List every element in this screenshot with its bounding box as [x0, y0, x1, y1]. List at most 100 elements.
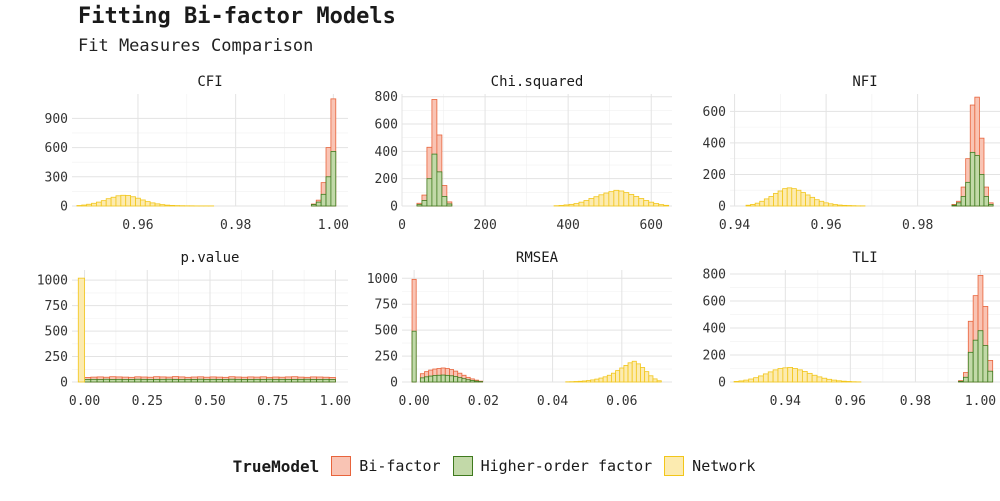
x-tick-label: 200 [473, 218, 496, 233]
bar-tli-higher-order-factor [963, 376, 969, 383]
bar-tli-network [748, 378, 754, 383]
bar-cfi-network [154, 203, 161, 207]
bar-nfi-higher-order-factor [951, 204, 957, 207]
bar-p-value-higher-order-factor [197, 378, 205, 383]
x-tick-label: 0.98 [900, 394, 931, 409]
bar-nfi-network [805, 194, 811, 207]
bar-p-value-higher-order-factor [240, 379, 249, 383]
y-tick-label: 800 [375, 90, 398, 105]
y-tick-label: 400 [703, 322, 726, 337]
bar-rmsea-higher-order-factor [411, 330, 417, 383]
bar-tli-network [777, 368, 784, 383]
bar-chi-squared-network [558, 205, 565, 207]
bar-rmsea-higher-order-factor [453, 376, 459, 383]
bar-rmsea-network [635, 363, 641, 383]
bar-rmsea-network [640, 367, 646, 383]
bar-chi-squared-network [648, 201, 655, 207]
legend-label-network: Network [692, 457, 756, 475]
bar-tli-network [841, 380, 847, 383]
bar-p-value-higher-order-factor [146, 379, 154, 383]
legend-item-bi-factor: Bi-factor [331, 456, 441, 476]
y-tick-label: 0 [718, 376, 726, 391]
facet-nfi: NFI 0.94 0.96 0.98 0 200 400 600 [703, 74, 1000, 233]
legend-label-bi-factor: Bi-factor [359, 457, 441, 475]
bar-cfi-higher-order-factor [315, 201, 322, 207]
bar-nfi-network [759, 200, 765, 207]
bar-nfi-higher-order-factor [969, 151, 976, 207]
bar-tli-higher-order-factor [958, 380, 964, 383]
bar-p-value-higher-order-factor [159, 378, 167, 383]
bar-nfi-network [837, 204, 843, 207]
bar-nfi-network [773, 192, 779, 207]
bar-cfi-network [144, 201, 151, 207]
bar-p-value-higher-order-factor [128, 379, 136, 383]
bar-p-value-higher-order-factor [209, 378, 217, 383]
bar-p-value-network [77, 277, 85, 383]
x-tick-label: 1.00 [320, 394, 351, 409]
bar-nfi-network [750, 204, 756, 207]
bar-tli-network [762, 373, 769, 383]
bar-chi-squared-network [618, 190, 625, 207]
bar-rmsea-higher-order-factor [449, 375, 454, 383]
bar-tli-higher-order-factor [987, 370, 994, 383]
bar-rmsea-higher-order-factor [457, 377, 463, 383]
legend: TrueModel Bi-factor Higher-order factor … [0, 456, 1000, 476]
y-tick-label: 300 [45, 170, 68, 185]
bar-rmsea-network [619, 367, 625, 383]
bar-rmsea-network [656, 380, 662, 383]
bar-chi-squared-network [658, 204, 665, 207]
bar-p-value-higher-order-factor [328, 379, 336, 383]
legend-swatch-network [664, 456, 685, 476]
bar-chi-squared-network [588, 198, 595, 207]
x-tick-label: 0.75 [257, 394, 288, 409]
bar-chi-squared-network [633, 196, 640, 207]
bar-rmsea-higher-order-factor [436, 374, 442, 383]
bar-tli-network [782, 367, 789, 383]
bar-nfi-higher-order-factor [983, 196, 989, 207]
facet-title-cfi: CFI [197, 74, 222, 90]
bar-chi-squared-network [613, 189, 620, 207]
bar-p-value-higher-order-factor [284, 379, 292, 383]
x-tick-label: 400 [556, 218, 579, 233]
bar-tli-network [845, 381, 852, 383]
bar-cfi-network [105, 198, 112, 207]
bar-p-value-higher-order-factor [134, 378, 142, 383]
bar-rmsea-network [615, 370, 621, 383]
bar-nfi-network [782, 188, 788, 207]
bar-cfi-network [115, 195, 122, 207]
bar-p-value-higher-order-factor [190, 379, 198, 383]
bar-tli-network [753, 377, 759, 383]
bar-cfi-higher-order-factor [310, 204, 317, 207]
bar-cfi-network [110, 196, 117, 207]
bar-p-value-higher-order-factor [109, 379, 117, 383]
bar-rmsea-network [623, 365, 629, 383]
bar-tli-network [821, 377, 828, 383]
bar-nfi-network [800, 192, 806, 207]
bar-p-value-higher-order-factor [234, 378, 242, 383]
bar-tli-network [831, 379, 837, 383]
bar-nfi-higher-order-factor [956, 202, 962, 207]
bar-nfi-network [823, 202, 829, 207]
bar-tli-higher-order-factor [982, 345, 989, 383]
bar-nfi-higher-order-factor [974, 155, 980, 207]
bar-cfi-network [120, 194, 127, 207]
bar-nfi-network [791, 188, 797, 207]
y-tick-label: 600 [703, 295, 726, 310]
bar-tli-network [738, 380, 745, 383]
y-tick-label: 1000 [367, 272, 398, 287]
x-tick-label: 0 [398, 218, 406, 233]
bar-chi-squared-network [563, 204, 570, 207]
bar-p-value-higher-order-factor [121, 379, 129, 383]
bar-cfi-network [96, 201, 102, 207]
y-tick-label: 0 [390, 376, 398, 391]
facet-title-tli: TLI [852, 250, 877, 266]
bar-rmsea-network [586, 380, 592, 383]
bar-rmsea-network [644, 371, 650, 383]
x-tick-label: 0.04 [537, 394, 568, 409]
bar-chi-squared-higher-order-factor [436, 171, 443, 207]
bar-p-value-higher-order-factor [115, 378, 123, 383]
bar-chi-squared-higher-order-factor [421, 200, 428, 207]
bar-p-value-higher-order-factor [178, 379, 186, 383]
bar-chi-squared-network [628, 193, 635, 207]
